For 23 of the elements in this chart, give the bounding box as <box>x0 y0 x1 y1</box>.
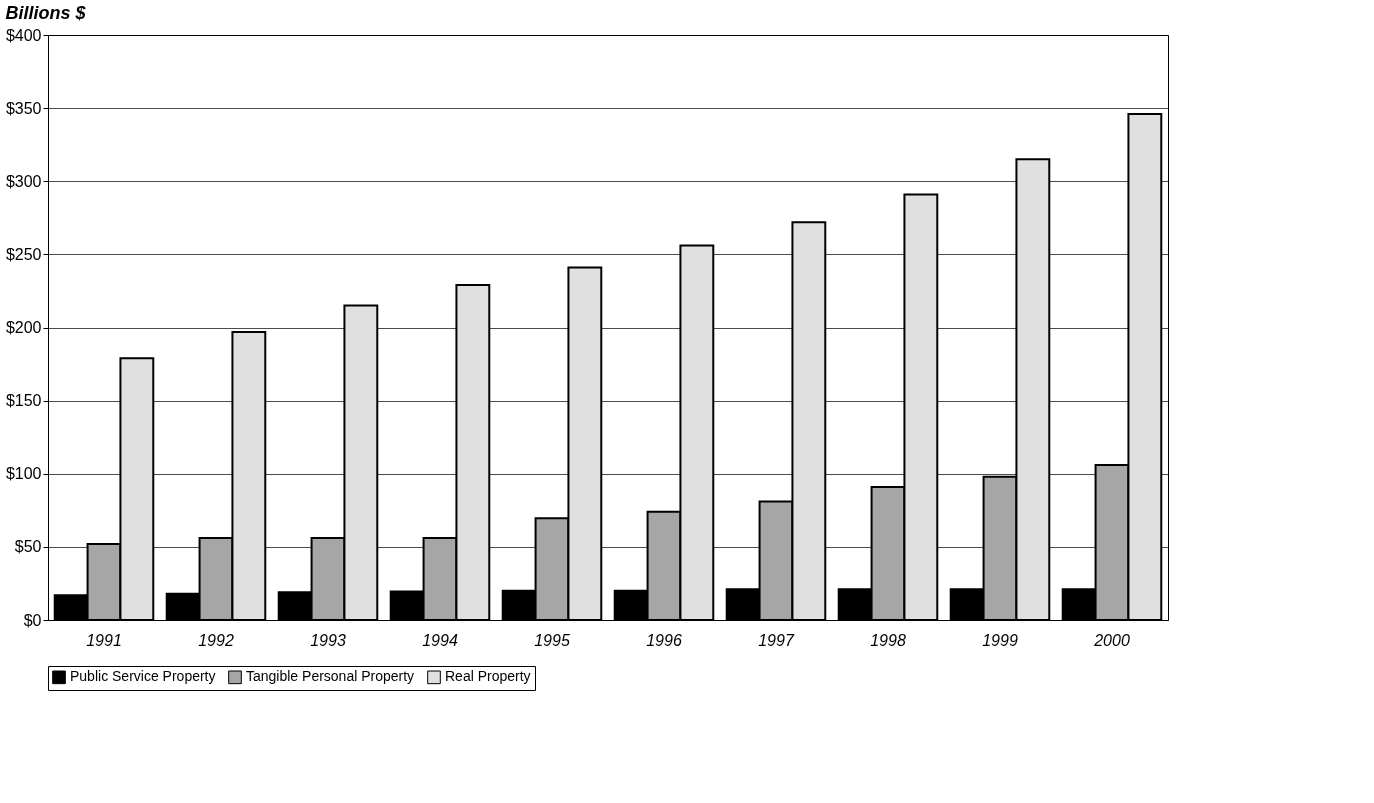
x-tick-label: 1992 <box>198 631 234 649</box>
y-tick-label: $50 <box>14 538 42 556</box>
x-tick-label: 1993 <box>310 631 346 649</box>
y-tick-label: $0 <box>23 611 42 629</box>
x-tick-label: 1991 <box>86 631 122 649</box>
x-tick-label: 1996 <box>646 631 682 649</box>
y-tick-label: $400 <box>5 26 42 44</box>
x-tick-label: 2000 <box>1093 631 1130 649</box>
y-tick-label: $200 <box>5 319 42 336</box>
y-tick-label: $250 <box>5 245 42 263</box>
x-tick-label: 1997 <box>758 631 795 649</box>
legend-label: Tangible Personal Property <box>246 668 415 685</box>
x-tick-label: 1994 <box>422 631 458 649</box>
x-tick-label: 1998 <box>870 631 906 649</box>
y-tick-label: $150 <box>5 392 42 410</box>
y-tick-label: $300 <box>5 172 42 190</box>
x-tick-label: 1995 <box>534 631 570 649</box>
legend-label: Public Service Property <box>70 668 216 685</box>
y-tick-label: $100 <box>5 465 42 483</box>
legend-label: Real Property <box>445 668 531 685</box>
chart-title: Billions $ <box>5 3 87 23</box>
x-tick-label: 1999 <box>982 631 1018 649</box>
y-tick-label: $350 <box>5 99 42 117</box>
